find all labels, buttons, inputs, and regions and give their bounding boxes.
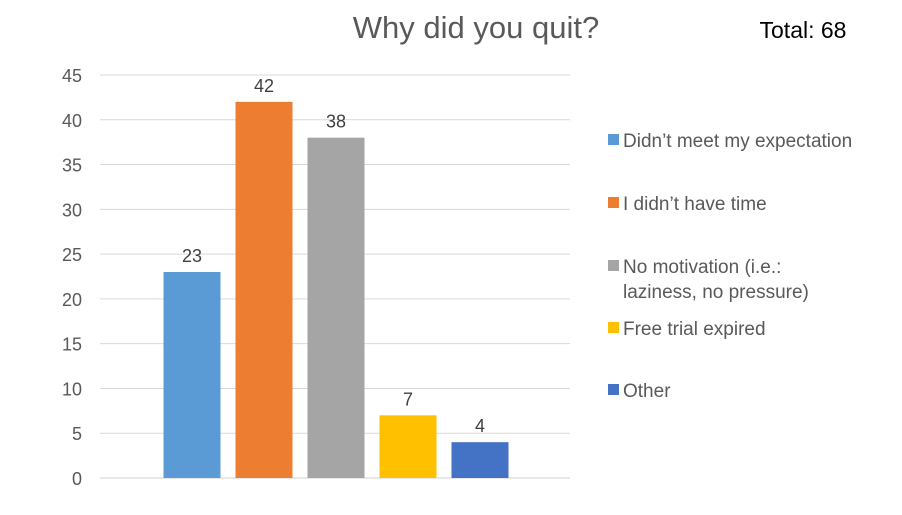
legend-item: Free trial expired [608, 319, 766, 340]
legend-label: Free trial expired [623, 319, 766, 340]
y-tick-label: 5 [72, 424, 82, 444]
legend-item: I didn’t have time [608, 194, 767, 215]
data-label: 4 [475, 416, 485, 436]
bar [451, 442, 509, 478]
data-label: 42 [254, 76, 274, 96]
legend-item: Other [608, 381, 671, 402]
legend-item: Didn’t meet my expectation [608, 131, 852, 152]
data-labels: 23 42 38 7 4 [182, 76, 485, 436]
y-tick-label: 15 [62, 335, 82, 355]
y-tick-label: 30 [62, 200, 82, 220]
legend: Didn’t meet my expectation I didn’t have … [608, 131, 852, 402]
bars [163, 101, 509, 478]
legend-swatch [608, 384, 619, 395]
legend-label: laziness, no pressure) [623, 282, 809, 303]
bar [163, 272, 221, 478]
bar [307, 137, 365, 478]
data-label: 7 [403, 389, 413, 409]
y-tick-label: 45 [62, 66, 82, 86]
legend-swatch [608, 260, 619, 271]
y-tick-label: 20 [62, 290, 82, 310]
y-tick-label: 40 [62, 111, 82, 131]
total-label: Total: 68 [760, 17, 847, 43]
bar [379, 415, 437, 478]
data-label: 38 [326, 112, 346, 132]
legend-item: No motivation (i.e.: laziness, no pressur… [608, 257, 809, 303]
y-axis-ticks: 0 5 10 15 20 25 30 35 40 45 [62, 66, 82, 489]
legend-swatch [608, 322, 619, 333]
legend-label: I didn’t have time [623, 194, 767, 215]
y-tick-label: 10 [62, 379, 82, 399]
y-tick-label: 0 [72, 469, 82, 489]
legend-label: Other [623, 381, 671, 402]
y-tick-label: 35 [62, 156, 82, 176]
y-tick-label: 25 [62, 245, 82, 265]
legend-label: Didn’t meet my expectation [623, 131, 852, 152]
data-label: 23 [182, 246, 202, 266]
legend-swatch [608, 197, 619, 208]
chart-title: Why did you quit? [353, 10, 599, 45]
legend-swatch [608, 134, 619, 145]
bar [235, 101, 293, 478]
legend-label: No motivation (i.e.: [623, 257, 781, 278]
